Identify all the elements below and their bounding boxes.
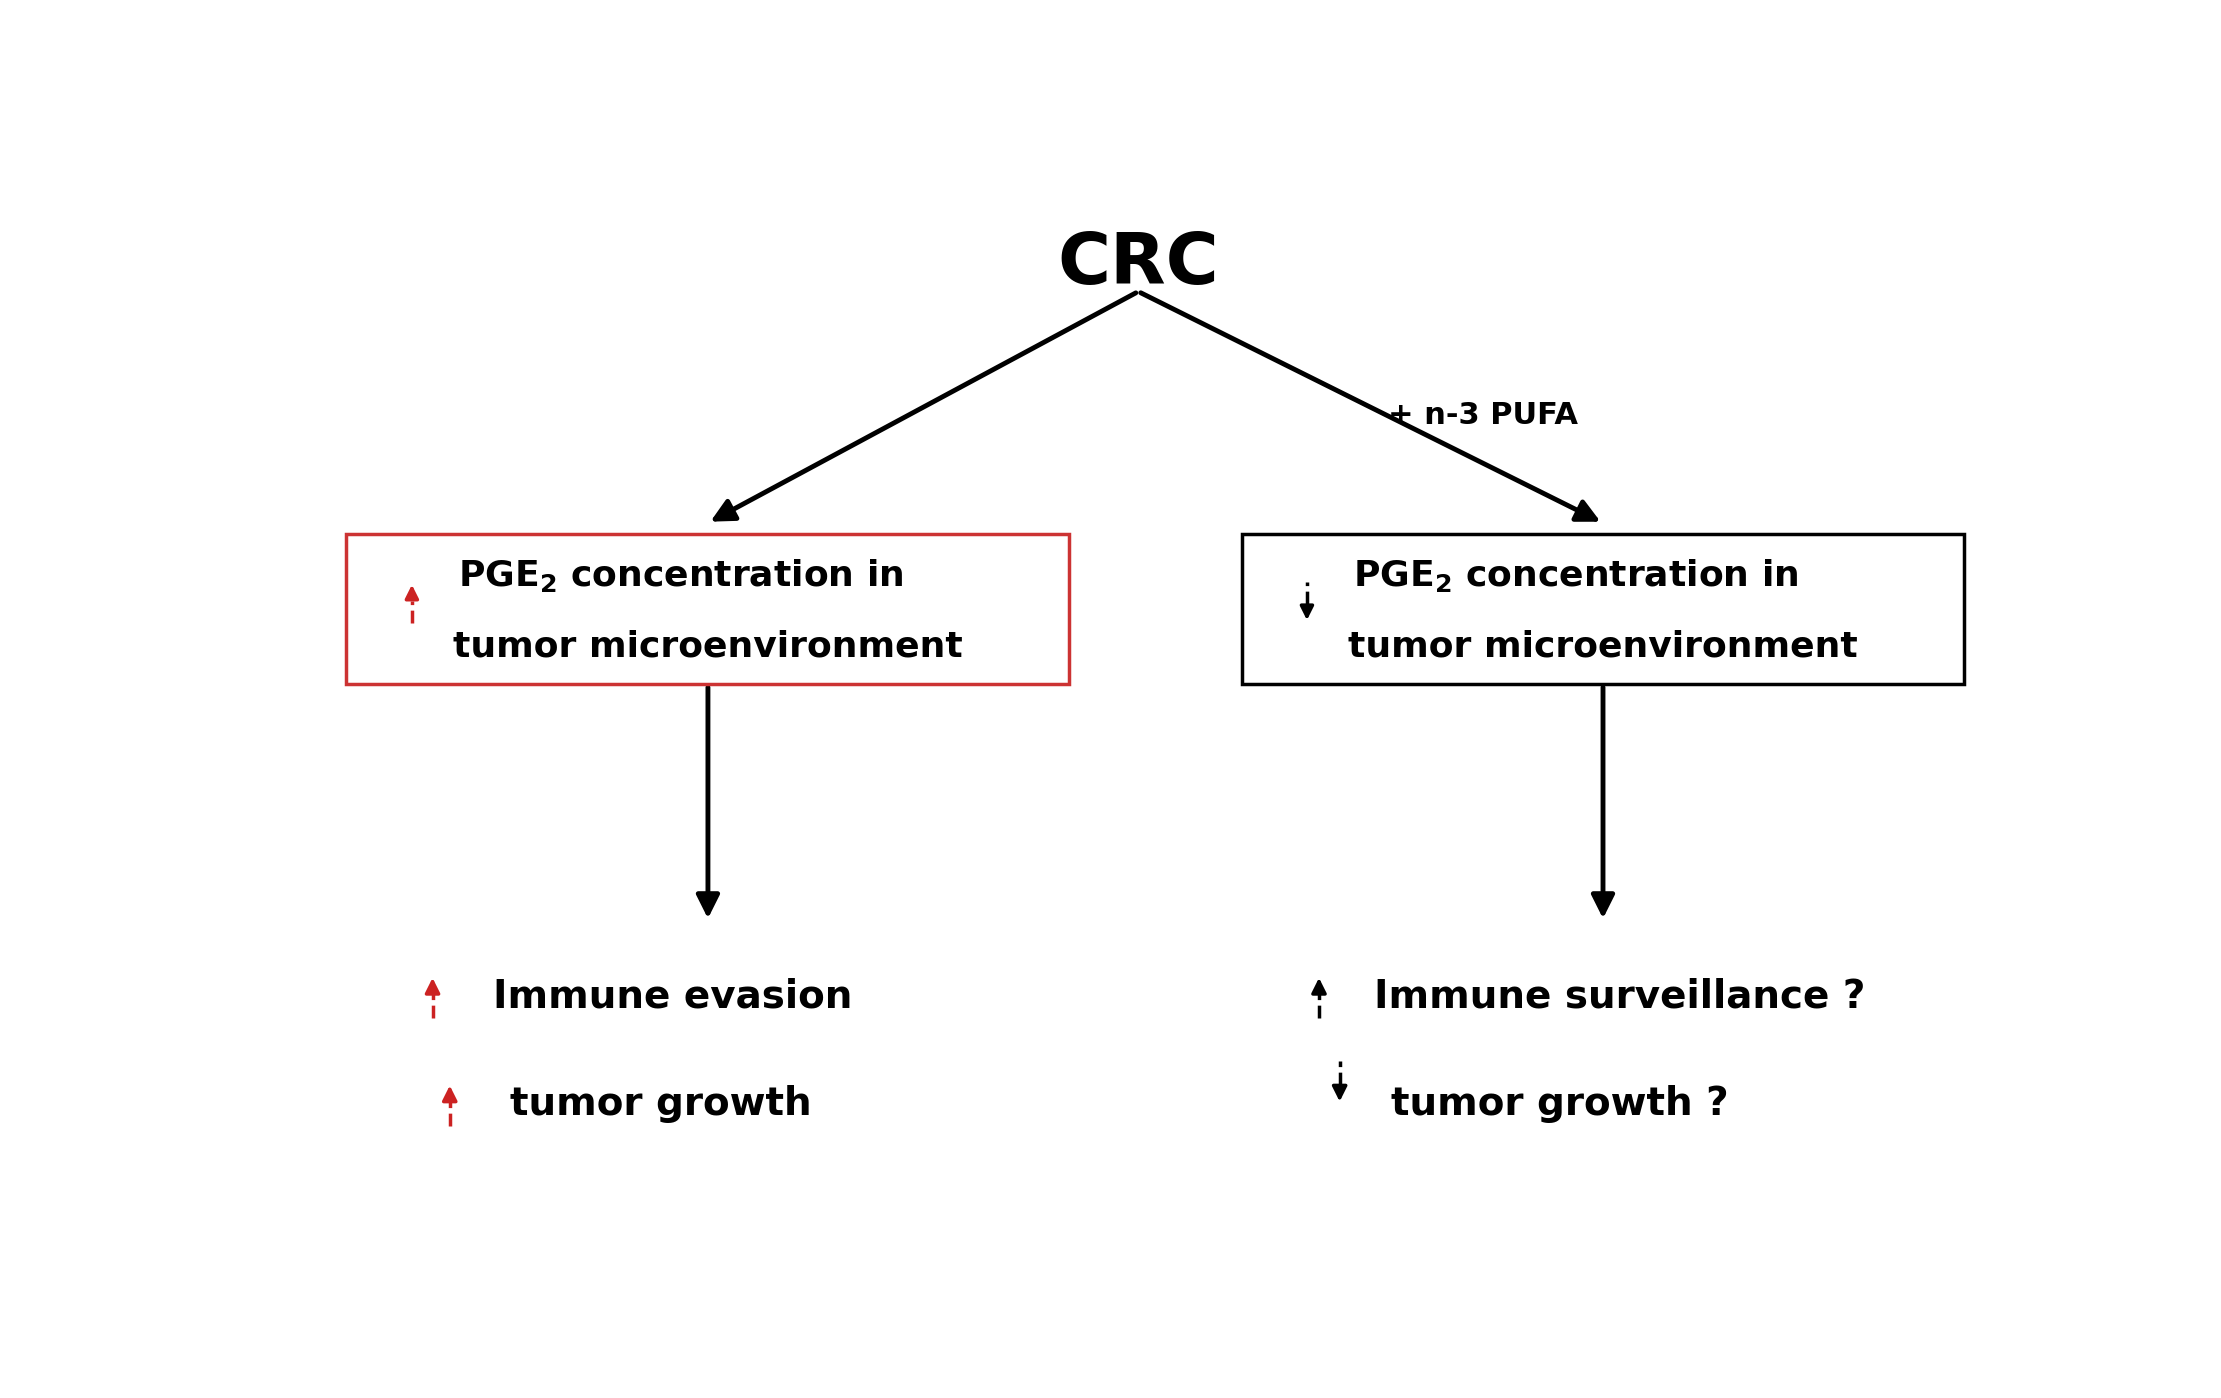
Text: tumor microenvironment: tumor microenvironment xyxy=(453,629,964,664)
Bar xyxy=(1242,534,1966,685)
Text: + n-3 PUFA: + n-3 PUFA xyxy=(1388,401,1577,429)
Bar xyxy=(346,534,1071,685)
Text: tumor growth ?: tumor growth ? xyxy=(1390,1085,1728,1123)
Text: $\mathbf{PGE_2}$ concentration in: $\mathbf{PGE_2}$ concentration in xyxy=(1353,558,1799,594)
Text: tumor microenvironment: tumor microenvironment xyxy=(1348,629,1859,664)
Text: Immune surveillance ?: Immune surveillance ? xyxy=(1375,977,1866,1015)
Text: CRC: CRC xyxy=(1057,231,1219,299)
Text: tumor growth: tumor growth xyxy=(511,1085,811,1123)
Text: $\mathbf{PGE_2}$ concentration in: $\mathbf{PGE_2}$ concentration in xyxy=(458,558,904,594)
Text: Immune evasion: Immune evasion xyxy=(493,977,853,1015)
